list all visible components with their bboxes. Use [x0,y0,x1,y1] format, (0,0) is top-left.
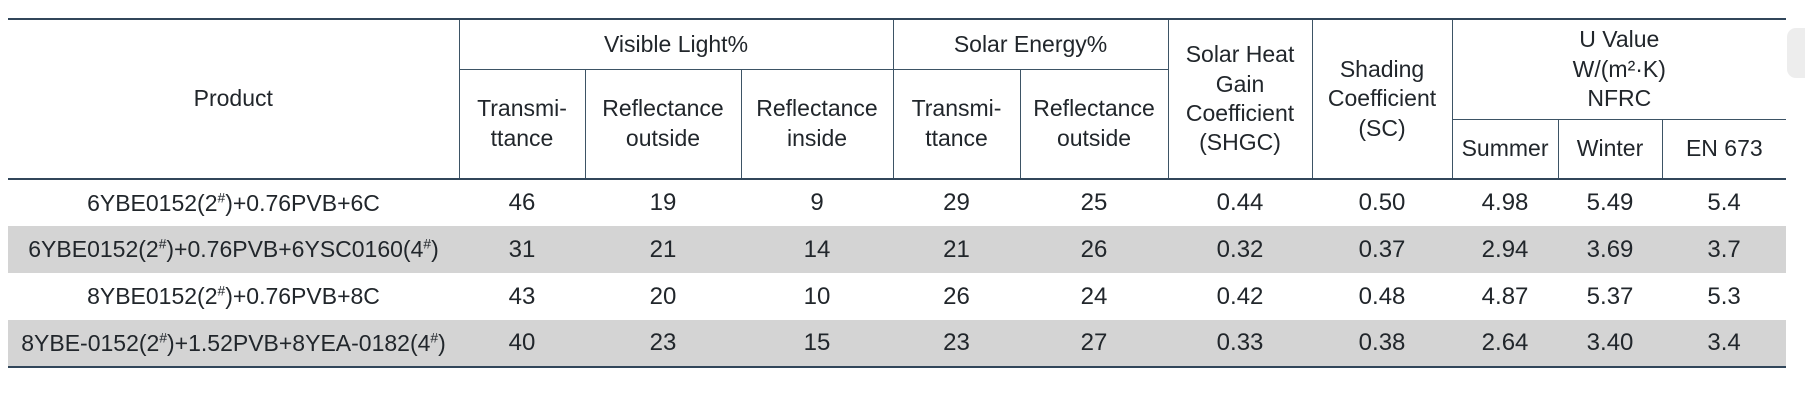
group-header-u-value: U Value W/(m²·K) NFRC [1452,19,1787,120]
value-cell: 3.40 [1586,329,1634,356]
group-header-visible-light: Visible Light% [459,19,894,70]
table-row: 8YBE0152(2#)+0.76PVB+8C 43 20 10 26 24 0.42 0.… [8,273,1787,320]
table-header: Product Visible Light% Solar Energy% Sol… [8,19,1787,179]
col-header-vl-reflectance-outside: Reflectance outside [585,69,742,179]
value-cell: 0.42 [1216,282,1264,310]
col-header-u-en673: EN 673 [1685,135,1763,162]
value-cell: 19 [649,189,677,216]
value-cell: 3.4 [1707,329,1741,356]
product-cell: 6YBE0152(2#)+0.76PVB+6YSC0160(4#) [28,236,439,262]
col-header-shading-coefficient: Shading Coefficient (SC) [1312,19,1453,179]
value-cell: 0.33 [1216,329,1264,356]
value-cell: 2.64 [1481,329,1529,356]
value-cell: 31 [508,235,536,263]
value-cell: 4.98 [1481,189,1529,216]
table-row: 8YBE-0152(2#)+1.52PVB+8YEA-0182(4#) 40 23… [8,320,1787,367]
value-cell: 0.48 [1358,282,1406,310]
value-cell: 29 [943,189,970,216]
product-cell: 8YBE-0152(2#)+1.52PVB+8YEA-0182(4#) [21,329,446,356]
table-body: 6YBE0152(2#)+0.76PVB+6C 46 19 9 29 25 0.44 0.5… [8,179,1787,367]
group-header-solar-energy: Solar Energy% [893,19,1169,70]
value-cell: 24 [1080,282,1108,310]
col-header-u-winter: Winter [1558,119,1663,179]
col-header-vl-reflectance-inside: Reflectance inside [741,69,894,179]
value-cell: 40 [508,329,536,356]
value-cell: 2.94 [1481,235,1529,263]
value-cell: 0.50 [1358,189,1406,216]
value-cell: 23 [649,329,677,356]
value-cell: 21 [943,235,970,263]
value-cell: 3.69 [1586,235,1634,263]
value-cell: 20 [649,282,677,310]
value-cell: 0.38 [1358,329,1406,356]
value-cell: 43 [508,282,536,310]
value-cell: 0.44 [1216,189,1264,216]
value-cell: 5.4 [1707,189,1741,216]
value-cell: 27 [1080,329,1108,356]
table-row: 6YBE0152(2#)+0.76PVB+6YSC0160(4#) 31 21 14… [8,226,1787,273]
value-cell: 5.3 [1707,282,1741,310]
col-header-vl-transmittance: Transmi- ttance [459,69,586,179]
value-cell: 5.49 [1586,189,1634,216]
col-header-shgc: Solar Heat Gain Coefficient (SHGC) [1168,19,1313,179]
value-cell: 26 [1080,235,1108,263]
table-row: 6YBE0152(2#)+0.76PVB+6C 46 19 9 29 25 0.44 0.5… [8,179,1787,226]
value-cell: 15 [803,329,831,356]
col-header-product: Product [8,19,460,179]
value-cell: 26 [943,282,970,310]
value-cell: 25 [1080,189,1108,216]
value-cell: 0.37 [1358,235,1406,263]
col-header-se-transmittance: Transmi- ttance [893,69,1021,179]
page-edge-tab [1787,28,1805,78]
value-cell: 0.32 [1216,235,1264,263]
col-header-se-reflectance-outside: Reflectance outside [1020,69,1169,179]
col-header-u-summer: Summer [1452,119,1559,179]
value-cell: 4.87 [1481,282,1529,310]
value-cell: 5.37 [1586,282,1634,310]
value-cell: 10 [803,282,831,310]
value-cell: 9 [810,189,824,216]
value-cell: 21 [649,235,677,263]
glass-performance-table: Product Visible Light% Solar Energy% Sol… [8,18,1787,368]
product-cell: 6YBE0152(2#)+0.76PVB+6C [87,189,380,216]
value-cell: 3.7 [1707,235,1741,263]
value-cell: 23 [943,329,970,356]
value-cell: 14 [803,235,831,263]
value-cell: 46 [508,189,536,216]
product-cell: 8YBE0152(2#)+0.76PVB+8C [87,283,380,309]
